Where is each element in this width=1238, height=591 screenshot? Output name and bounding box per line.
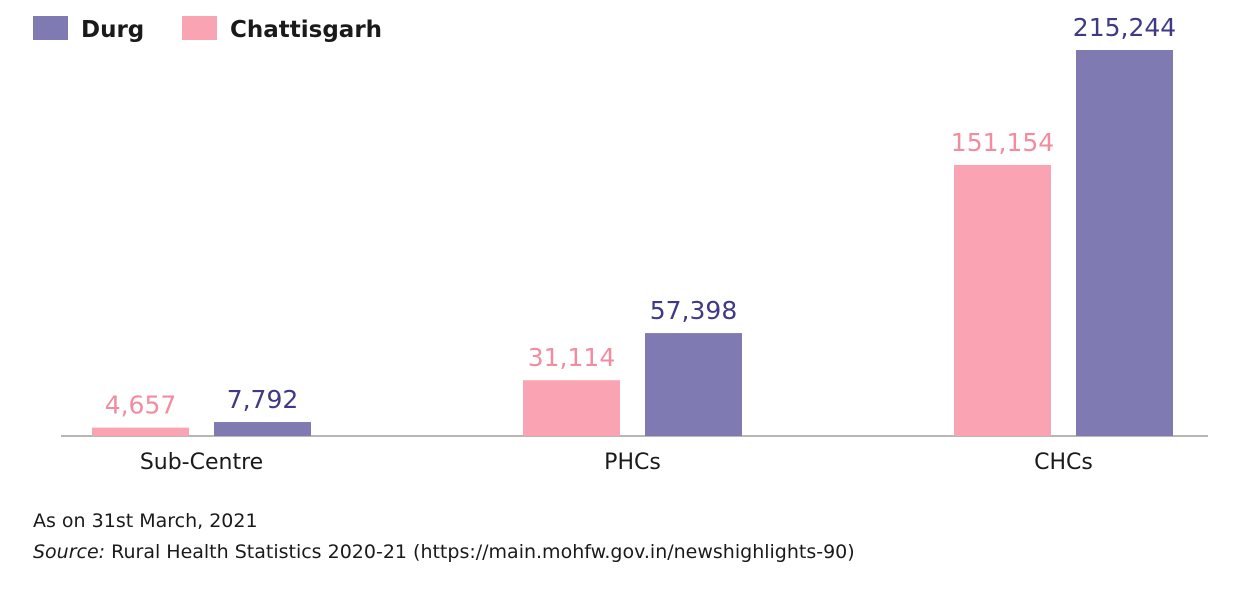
legend-swatch-durg [33,16,68,40]
bar-chattisgarh-chcs [954,164,1051,436]
legend-label-chattisgarh: Chattisgarh [230,17,382,43]
source-label: Source: [33,541,106,563]
bar-chattisgarh-phcs [523,380,620,436]
data-label-durg-chcs: 215,244 [1073,13,1176,42]
bar-durg-phcs [645,333,742,436]
x-tick-label-chcs: CHCs [1034,450,1093,475]
bar-durg-chcs [1076,50,1173,436]
legend-label-durg: Durg [81,17,144,43]
bar-chattisgarh-sub-centre [92,427,189,436]
data-label-durg-phcs: 57,398 [650,296,737,325]
source-note: Source: Rural Health Statistics 2020-21 … [33,541,855,563]
x-tick-label-phcs: PHCs [604,450,661,475]
as-on-note: As on 31st March, 2021 [33,510,258,532]
data-label-chattisgarh-phcs: 31,114 [528,343,615,372]
x-tick-label-sub-centre: Sub-Centre [140,450,263,475]
data-label-durg-sub-centre: 7,792 [227,385,299,414]
bar-durg-sub-centre [214,422,311,436]
data-label-chattisgarh-sub-centre: 4,657 [105,391,177,420]
legend-swatch-chattisgarh [182,16,217,40]
source-text: Rural Health Statistics 2020-21 (https:/… [105,541,855,563]
data-label-chattisgarh-chcs: 151,154 [951,128,1054,157]
